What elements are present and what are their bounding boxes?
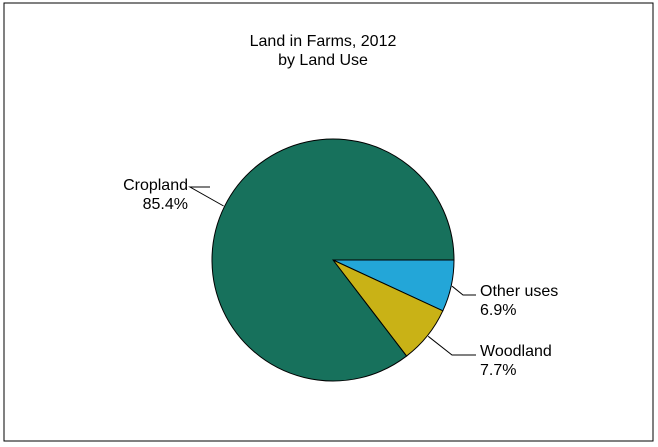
leader-lines	[188, 186, 476, 356]
slice-value-other-uses: 6.9%	[480, 302, 516, 319]
chart-title: Land in Farms, 2012	[250, 33, 397, 50]
slice-label-cropland: Cropland	[123, 177, 188, 194]
chart-subtitle: by Land Use	[278, 52, 368, 69]
slice-value-woodland: 7.7%	[480, 362, 516, 379]
pie-slice-cropland	[211, 138, 455, 382]
leader-line-cropland	[188, 186, 224, 207]
slice-label-woodland: Woodland	[480, 343, 552, 360]
slice-value-cropland: 85.4%	[143, 196, 188, 213]
pie-slices	[211, 138, 455, 382]
leader-line-other-uses	[451, 285, 476, 296]
slice-label-other-uses: Other uses	[480, 283, 558, 300]
leader-line-woodland	[427, 335, 476, 356]
